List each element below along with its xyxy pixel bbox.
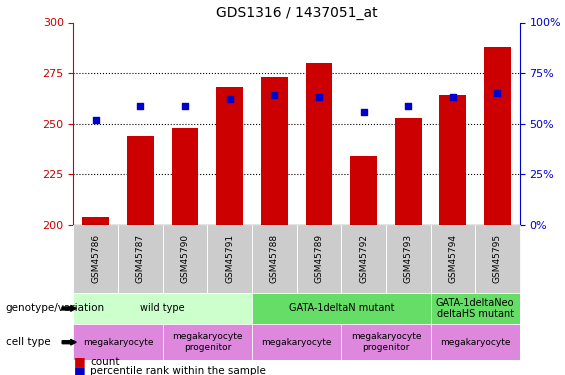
- Point: [404, 102, 413, 108]
- Bar: [395, 118, 421, 225]
- FancyBboxPatch shape: [118, 225, 163, 292]
- FancyBboxPatch shape: [431, 225, 475, 292]
- Text: GSM45786: GSM45786: [92, 234, 100, 284]
- Text: GSM45792: GSM45792: [359, 234, 368, 283]
- Text: wild type: wild type: [141, 303, 185, 313]
- Bar: [216, 87, 243, 225]
- Text: ■: ■: [73, 365, 85, 375]
- Text: count: count: [90, 357, 120, 367]
- Text: genotype/variation: genotype/variation: [6, 303, 105, 313]
- FancyBboxPatch shape: [431, 292, 520, 324]
- FancyBboxPatch shape: [386, 225, 431, 292]
- FancyBboxPatch shape: [73, 292, 252, 324]
- FancyBboxPatch shape: [431, 324, 520, 360]
- Point: [92, 117, 101, 123]
- Point: [225, 96, 234, 102]
- Text: megakaryocyte
progenitor: megakaryocyte progenitor: [351, 333, 421, 352]
- Text: megakaryocyte: megakaryocyte: [440, 338, 510, 346]
- Text: GATA-1deltaNeo
deltaHS mutant: GATA-1deltaNeo deltaHS mutant: [436, 298, 514, 319]
- Text: GATA-1deltaN mutant: GATA-1deltaN mutant: [289, 303, 394, 313]
- FancyBboxPatch shape: [341, 324, 431, 360]
- Text: ■: ■: [73, 356, 85, 368]
- Bar: [261, 77, 288, 225]
- Bar: [306, 63, 332, 225]
- FancyBboxPatch shape: [73, 324, 163, 360]
- Text: GSM45788: GSM45788: [270, 234, 279, 284]
- Point: [493, 90, 502, 96]
- Point: [449, 94, 458, 100]
- Text: cell type: cell type: [6, 337, 50, 347]
- FancyBboxPatch shape: [73, 225, 118, 292]
- FancyBboxPatch shape: [163, 324, 252, 360]
- FancyBboxPatch shape: [297, 225, 341, 292]
- Text: GSM45787: GSM45787: [136, 234, 145, 284]
- FancyBboxPatch shape: [252, 292, 431, 324]
- Text: GSM45793: GSM45793: [404, 234, 412, 284]
- Point: [136, 102, 145, 108]
- Title: GDS1316 / 1437051_at: GDS1316 / 1437051_at: [216, 6, 377, 20]
- Bar: [82, 217, 109, 225]
- Bar: [484, 47, 511, 225]
- Text: GSM45795: GSM45795: [493, 234, 502, 284]
- Text: GSM45794: GSM45794: [449, 234, 457, 283]
- Text: GSM45789: GSM45789: [315, 234, 323, 284]
- Bar: [127, 136, 154, 225]
- Bar: [350, 156, 377, 225]
- FancyBboxPatch shape: [207, 225, 252, 292]
- FancyBboxPatch shape: [252, 225, 297, 292]
- Text: percentile rank within the sample: percentile rank within the sample: [90, 366, 266, 375]
- Point: [270, 92, 279, 98]
- Point: [359, 109, 368, 115]
- Bar: [440, 95, 466, 225]
- FancyBboxPatch shape: [341, 225, 386, 292]
- Point: [181, 102, 190, 108]
- Bar: [172, 128, 198, 225]
- Point: [315, 94, 324, 100]
- FancyBboxPatch shape: [252, 324, 341, 360]
- FancyBboxPatch shape: [163, 225, 207, 292]
- Text: megakaryocyte: megakaryocyte: [262, 338, 332, 346]
- Text: megakaryocyte: megakaryocyte: [83, 338, 153, 346]
- Text: GSM45790: GSM45790: [181, 234, 189, 284]
- FancyBboxPatch shape: [475, 225, 520, 292]
- Text: megakaryocyte
progenitor: megakaryocyte progenitor: [172, 333, 242, 352]
- Text: GSM45791: GSM45791: [225, 234, 234, 284]
